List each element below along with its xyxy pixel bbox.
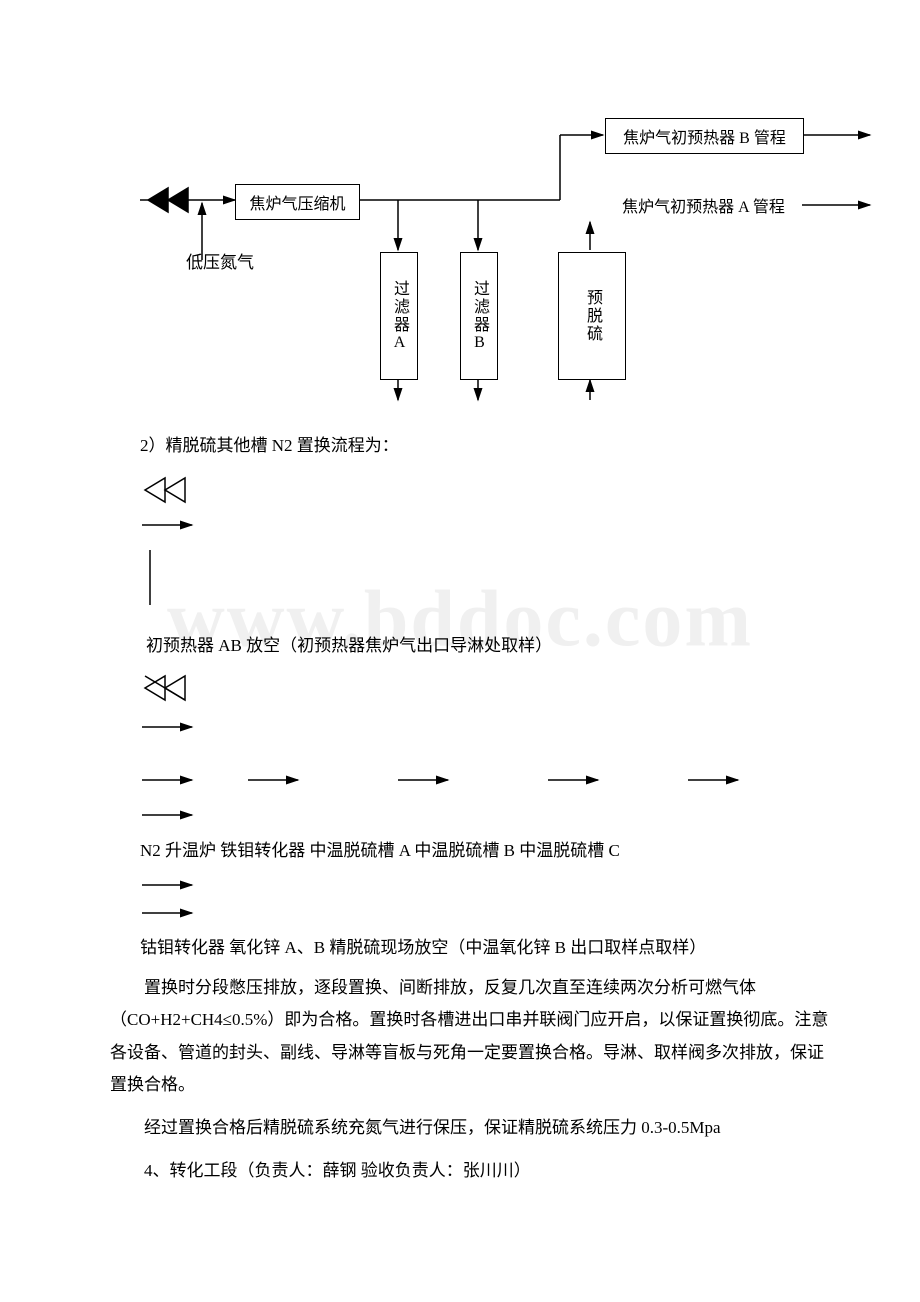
arrow-row-5 (0, 870, 920, 900)
box-compressor: 焦炉气压缩机 (235, 184, 360, 220)
arrow-row-2 (0, 712, 920, 742)
arrow-row-6 (0, 898, 920, 928)
box-filter-b-label: 过滤器B (467, 280, 491, 353)
box-filter-a: 过滤器A (380, 252, 418, 380)
para-pressure: 经过置换合格后精脱硫系统充氮气进行保压，保证精脱硫系统压力 0.3-0.5Mpa (110, 1112, 830, 1144)
box-preheater-b-label: 焦炉气初预热器 B 管程 (623, 124, 786, 148)
box-filter-b: 过滤器B (460, 252, 498, 380)
arrow-row-3 (0, 765, 920, 795)
valve-icon-1 (0, 470, 920, 510)
section2-heading: 2）精脱硫其他槽 N2 置换流程为： (140, 430, 840, 462)
arrow-row-4 (0, 800, 920, 830)
box-pre-desulf: 预脱硫 (558, 252, 626, 380)
box-compressor-label: 焦炉气压缩机 (249, 190, 345, 214)
box-preheater-b: 焦炉气初预热器 B 管程 (605, 118, 804, 154)
box-pre-desulf-label: 预脱硫 (580, 289, 604, 343)
box-preheater-a: 焦炉气初预热器 A 管程 (605, 188, 802, 222)
arrow-row-1 (0, 510, 920, 540)
line-n2-chain: N2 升温炉 铁钼转化器 中温脱硫槽 A 中温脱硫槽 B 中温脱硫槽 C (140, 835, 860, 867)
page: www.bddoc.com (0, 0, 920, 1302)
para-section4: 4、转化工段（负责人：薛钢 验收负责人：张川川） (110, 1155, 830, 1187)
n2-label: 低压氮气 (186, 248, 254, 273)
valve-icon-2 (0, 668, 920, 708)
vertical-line-1 (0, 545, 920, 615)
box-filter-a-label: 过滤器A (387, 280, 411, 353)
para-replace: 置换时分段憋压排放，逐段置换、间断排放，反复几次直至连续两次分析可燃气体（CO+… (110, 972, 830, 1101)
line-cobalt: 钴钼转化器 氧化锌 A、B 精脱硫现场放空（中温氧化锌 B 出口取样点取样） (140, 932, 880, 964)
line-preheater-vent: 初预热器 AB 放空（初预热器焦炉气出口导淋处取样） (146, 630, 846, 662)
box-preheater-a-label: 焦炉气初预热器 A 管程 (622, 193, 785, 217)
